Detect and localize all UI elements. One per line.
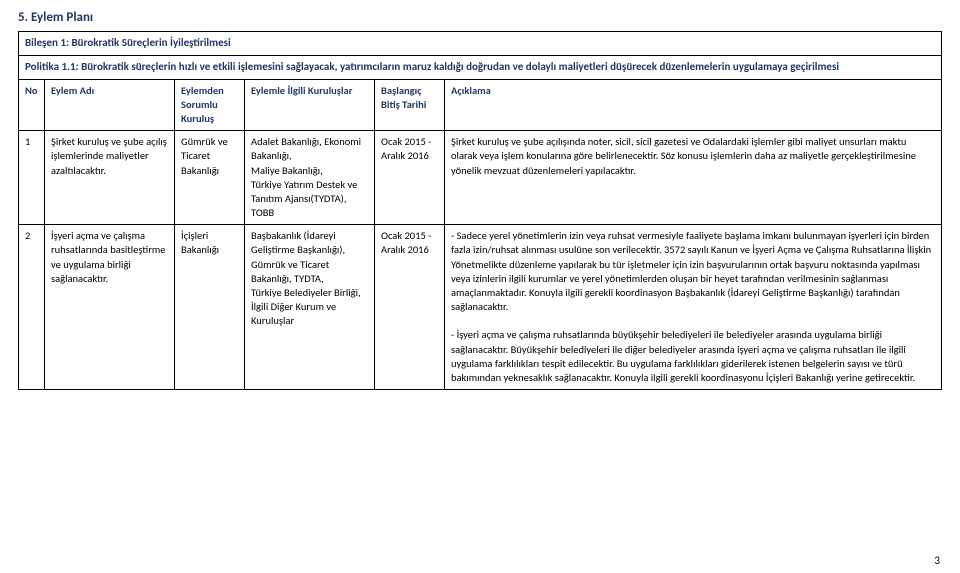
- cell-tarih: Ocak 2015 - Aralık 2016: [375, 225, 445, 390]
- action-plan-table: Bileşen 1: Bürokratik Süreçlerin İyileşt…: [18, 31, 942, 390]
- cell-eylem-adi: Şirket kuruluş ve şube açılış işlemlerin…: [45, 131, 175, 225]
- component-title: Bileşen 1: Bürokratik Süreçlerin İyileşt…: [19, 32, 942, 56]
- table-row: 2 İşyeri açma ve çalışma ruhsatlarında b…: [19, 225, 942, 390]
- cell-eylemle: Adalet Bakanlığı, Ekonomi Bakanlığı, Mal…: [245, 131, 375, 225]
- col-no: No: [19, 79, 45, 131]
- cell-aciklama: Şirket kuruluş ve şube açılışında noter,…: [445, 131, 942, 225]
- col-eylemle: Eylemle İlgili Kuruluşlar: [245, 79, 375, 131]
- component-row: Bileşen 1: Bürokratik Süreçlerin İyileşt…: [19, 32, 942, 56]
- cell-eylemle: Başbakanlık (İdareyi Geliştirme Başkanlı…: [245, 225, 375, 390]
- col-eylemden: Eylemden Sorumlu Kuruluş: [175, 79, 245, 131]
- policy-title: Politika 1.1: Bürokratik süreçlerin hızl…: [19, 55, 942, 79]
- cell-eylemden: Gümrük ve Ticaret Bakanlığı: [175, 131, 245, 225]
- cell-no: 2: [19, 225, 45, 390]
- cell-eylem-adi: İşyeri açma ve çalışma ruhsatlarında bas…: [45, 225, 175, 390]
- policy-row: Politika 1.1: Bürokratik süreçlerin hızl…: [19, 55, 942, 79]
- page-number: 3: [934, 554, 940, 567]
- section-heading: 5. Eylem Planı: [18, 10, 942, 25]
- col-aciklama: Açıklama: [445, 79, 942, 131]
- table-row: 1 Şirket kuruluş ve şube açılış işlemler…: [19, 131, 942, 225]
- cell-no: 1: [19, 131, 45, 225]
- cell-aciklama: - Sadece yerel yönetimlerin izin veya ru…: [445, 225, 942, 390]
- column-header-row: No Eylem Adı Eylemden Sorumlu Kuruluş Ey…: [19, 79, 942, 131]
- cell-eylemden: İçişleri Bakanlığı: [175, 225, 245, 390]
- col-eylem-adi: Eylem Adı: [45, 79, 175, 131]
- cell-tarih: Ocak 2015 - Aralık 2016: [375, 131, 445, 225]
- col-baslangic: Başlangıç Bitiş Tarihi: [375, 79, 445, 131]
